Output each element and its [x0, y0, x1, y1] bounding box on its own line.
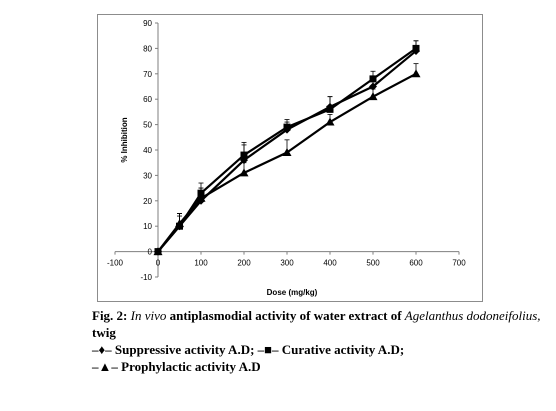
data-point-square: [283, 123, 291, 131]
x-tick-label: 300: [280, 259, 294, 268]
caption-italic-in-vivo: In vivo: [130, 308, 167, 323]
y-tick-label: 40: [143, 146, 152, 155]
caption-title: Fig. 2: In vivo antiplasmodial activity …: [92, 307, 552, 341]
y-axis-title: % Inhibition: [120, 117, 129, 162]
series-line-triangle: [157, 72, 417, 253]
caption-text-1: antiplasmodial activity of water extract…: [166, 308, 405, 323]
data-point-triangle: [239, 168, 249, 177]
figure-caption: Fig. 2: In vivo antiplasmodial activity …: [92, 307, 552, 375]
x-axis-title: Dose (mg/kg): [267, 288, 318, 297]
line-chart: -100 0 100 200 300 400 500 600 700-1001020304050…: [107, 19, 466, 297]
y-tick-label: 20: [143, 197, 152, 206]
data-point-diamond: [369, 82, 377, 91]
y-tick-label: 30: [143, 171, 152, 180]
data-point-square: [326, 105, 334, 113]
chart-frame: -100 0 100 200 300 400 500 600 700 -10 0 10 20 30 40 50…: [97, 14, 483, 302]
x-tick-label: 500: [366, 259, 380, 268]
y-tick-label: 50: [143, 121, 152, 130]
data-point-square: [240, 151, 248, 159]
data-point-triangle: [175, 219, 184, 228]
data-point-triangle: [411, 69, 421, 78]
x-tick-label: -100: [107, 259, 124, 268]
y-tick-label: 10: [143, 222, 152, 231]
y-tick-label: 80: [143, 44, 152, 53]
x-tick-label: 600: [409, 259, 423, 268]
y-tick-label: -10: [140, 273, 152, 282]
x-tick-label: 100: [194, 259, 208, 268]
data-point-triangle: [282, 148, 292, 157]
x-tick-label: 400: [323, 259, 337, 268]
y-tick-label: 60: [143, 95, 152, 104]
legend-entry-suppressive: –♦– Suppressive activity A.D;: [92, 342, 254, 357]
figure-label: Fig. 2:: [92, 308, 128, 323]
legend-text-prophylactic: Prophylactic activity A.D: [117, 359, 261, 374]
y-tick-label: 0: [148, 248, 153, 257]
legend-entry-prophylactic: –▲– Prophylactic activity A.D: [92, 358, 552, 375]
legend-symbol-triangle: –▲–: [92, 359, 118, 374]
y-tick-label: 70: [143, 70, 152, 79]
data-point-square: [412, 44, 420, 52]
data-point-triangle: [196, 193, 206, 202]
data-point-square: [369, 75, 377, 83]
legend-text-suppressive: Suppressive activity A.D;: [111, 342, 255, 357]
legend-entry-curative: –■– Curative activity A.D;: [258, 342, 405, 357]
caption-legend: –♦– Suppressive activity A.D; –■– Curati…: [92, 341, 552, 375]
caption-species-name: Agelanthus dodoneifolius,: [404, 308, 541, 323]
y-tick-label: 90: [143, 19, 152, 28]
data-point-triangle: [368, 92, 378, 101]
x-tick-label: 0: [156, 259, 161, 268]
data-point-triangle: [325, 117, 335, 126]
x-tick-label: 200: [237, 259, 251, 268]
x-tick-label: 700: [452, 259, 466, 268]
legend-text-curative: Curative activity A.D;: [278, 342, 405, 357]
caption-text-2: twig: [92, 325, 116, 340]
data-point-triangle: [153, 247, 163, 256]
legend-symbol-diamond: –♦–: [92, 342, 112, 357]
legend-symbol-square: –■–: [257, 342, 279, 357]
